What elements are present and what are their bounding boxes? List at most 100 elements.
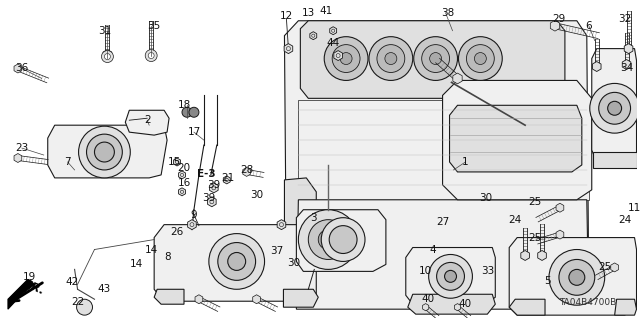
Text: 40: 40 xyxy=(421,294,434,304)
Circle shape xyxy=(329,226,357,254)
Text: 41: 41 xyxy=(319,6,333,16)
Circle shape xyxy=(474,53,486,64)
Text: 43: 43 xyxy=(98,284,111,294)
Text: 37: 37 xyxy=(270,247,283,256)
Polygon shape xyxy=(207,197,216,207)
Polygon shape xyxy=(556,230,564,239)
Polygon shape xyxy=(284,44,292,54)
Text: 19: 19 xyxy=(23,272,36,282)
Circle shape xyxy=(599,93,630,124)
Circle shape xyxy=(321,218,365,262)
Circle shape xyxy=(102,51,113,63)
Text: 24: 24 xyxy=(509,215,522,225)
Text: 32: 32 xyxy=(618,14,631,24)
Text: 3: 3 xyxy=(310,213,317,223)
Polygon shape xyxy=(622,60,631,70)
Circle shape xyxy=(95,142,115,162)
Text: 22: 22 xyxy=(71,297,84,307)
Polygon shape xyxy=(538,250,547,260)
Text: 21: 21 xyxy=(221,173,234,183)
Polygon shape xyxy=(253,295,260,304)
Circle shape xyxy=(86,134,122,170)
Polygon shape xyxy=(593,152,637,168)
Text: 39: 39 xyxy=(202,193,216,203)
Circle shape xyxy=(324,236,332,243)
Polygon shape xyxy=(154,225,316,301)
Polygon shape xyxy=(179,188,186,196)
Text: 30: 30 xyxy=(287,258,300,268)
Circle shape xyxy=(324,37,368,80)
Text: 15: 15 xyxy=(168,157,180,167)
Circle shape xyxy=(422,45,449,72)
Polygon shape xyxy=(223,176,230,184)
Polygon shape xyxy=(209,183,218,193)
Text: E-3: E-3 xyxy=(196,169,215,179)
Polygon shape xyxy=(14,153,22,162)
Polygon shape xyxy=(310,32,317,40)
Polygon shape xyxy=(243,167,250,176)
Polygon shape xyxy=(556,203,564,212)
Text: 7: 7 xyxy=(64,157,71,167)
Text: 27: 27 xyxy=(436,217,449,227)
Text: 14: 14 xyxy=(130,259,143,270)
Polygon shape xyxy=(14,64,22,73)
Text: 13: 13 xyxy=(301,8,315,18)
Polygon shape xyxy=(8,279,35,309)
Text: 36: 36 xyxy=(15,63,29,73)
Text: 9: 9 xyxy=(191,210,197,220)
Text: 11: 11 xyxy=(628,203,640,213)
Polygon shape xyxy=(550,20,559,31)
Text: 25: 25 xyxy=(529,233,541,242)
Text: 17: 17 xyxy=(188,127,200,137)
Polygon shape xyxy=(593,62,601,71)
Circle shape xyxy=(182,107,192,117)
Polygon shape xyxy=(509,238,637,315)
Text: 14: 14 xyxy=(145,244,158,255)
Polygon shape xyxy=(296,210,386,271)
Polygon shape xyxy=(330,27,337,35)
Circle shape xyxy=(436,263,465,290)
Text: 30: 30 xyxy=(250,190,263,200)
Circle shape xyxy=(77,299,93,315)
Text: 38: 38 xyxy=(441,8,454,18)
Text: 12: 12 xyxy=(280,11,293,21)
Circle shape xyxy=(145,49,157,62)
Polygon shape xyxy=(521,250,529,260)
Text: 10: 10 xyxy=(419,266,432,276)
Text: 26: 26 xyxy=(170,226,184,237)
Text: 25: 25 xyxy=(598,263,611,272)
Polygon shape xyxy=(449,105,582,172)
Circle shape xyxy=(228,253,246,271)
Circle shape xyxy=(369,37,413,80)
Circle shape xyxy=(308,220,348,259)
Circle shape xyxy=(377,45,404,72)
Polygon shape xyxy=(298,100,589,200)
Polygon shape xyxy=(195,295,203,304)
Circle shape xyxy=(218,242,255,280)
Polygon shape xyxy=(296,200,589,309)
Text: FR.: FR. xyxy=(22,278,45,296)
Circle shape xyxy=(318,230,338,249)
Polygon shape xyxy=(154,289,184,304)
Circle shape xyxy=(607,101,621,115)
Text: 8: 8 xyxy=(164,252,170,263)
Text: TA04B4700B: TA04B4700B xyxy=(559,298,616,307)
Text: 16: 16 xyxy=(177,178,191,188)
Polygon shape xyxy=(624,44,633,54)
Circle shape xyxy=(559,259,595,295)
Polygon shape xyxy=(408,294,495,314)
Polygon shape xyxy=(406,248,495,304)
Circle shape xyxy=(332,45,360,72)
Polygon shape xyxy=(509,299,545,315)
Circle shape xyxy=(458,37,502,80)
Circle shape xyxy=(189,107,199,117)
Circle shape xyxy=(549,249,605,305)
Circle shape xyxy=(413,37,458,80)
Text: 29: 29 xyxy=(552,14,566,24)
Text: 2: 2 xyxy=(144,115,150,125)
Text: 4: 4 xyxy=(429,244,436,255)
Circle shape xyxy=(298,210,358,270)
Polygon shape xyxy=(284,289,318,307)
Polygon shape xyxy=(334,51,342,61)
Circle shape xyxy=(429,255,472,298)
